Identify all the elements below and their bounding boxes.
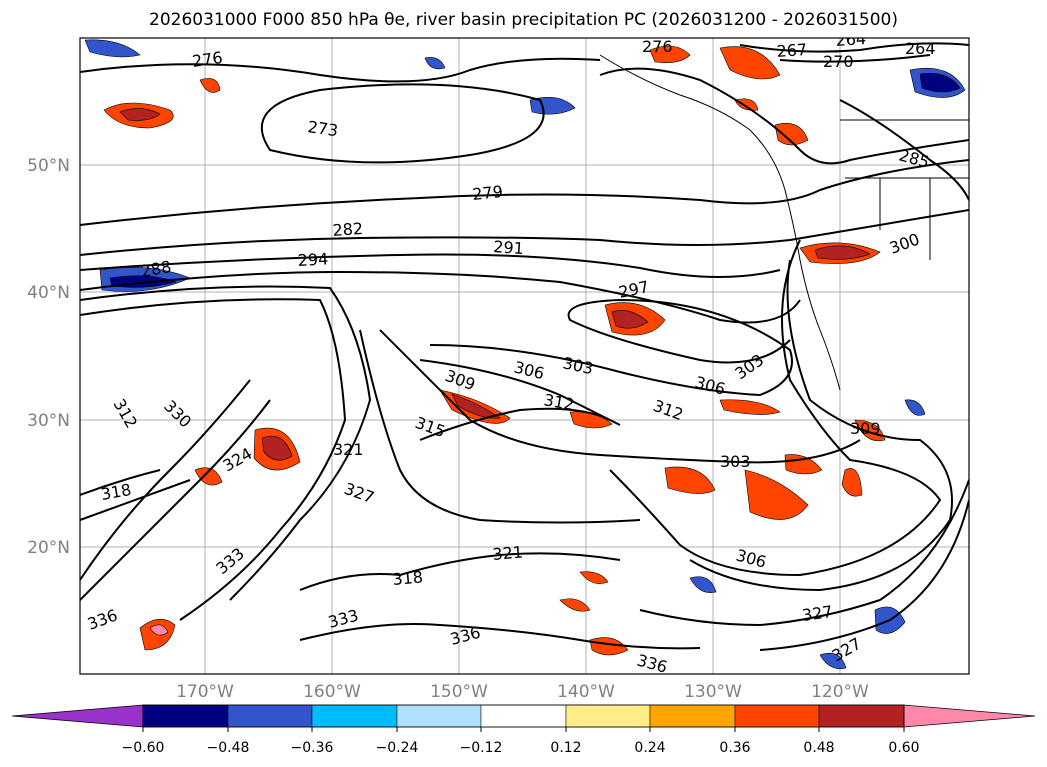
- contour-label: 264: [835, 29, 867, 50]
- contour-label: 336: [635, 651, 669, 677]
- colorbar-segment: [734, 704, 820, 728]
- lon-label: 120°W: [811, 682, 869, 702]
- colorbar-ticks: [142, 727, 905, 732]
- lon-label: 160°W: [303, 682, 361, 702]
- latitude-labels: 50°N 40°N 30°N 20°N: [27, 156, 70, 558]
- map-frame: [79, 37, 970, 675]
- lon-label: 150°W: [430, 682, 488, 702]
- colorbar-extend-max: [903, 704, 1036, 728]
- lat-label: 50°N: [27, 156, 70, 176]
- colorbar-segment: [142, 704, 229, 728]
- gridlines: [80, 38, 969, 674]
- colorbar-tick-label: 0.12: [550, 740, 581, 756]
- colorbar-segment: [565, 704, 651, 728]
- contour-label: 327: [801, 602, 834, 625]
- colorbar-tick-label: 0.48: [803, 740, 834, 756]
- map-title: 2026031000 F000 850 hPa θe, river basin …: [149, 10, 898, 30]
- coastlines: [599, 54, 969, 391]
- colorbar-tick-label: −0.12: [460, 740, 503, 756]
- lat-label: 20°N: [27, 538, 70, 558]
- contour-label: 303: [720, 452, 751, 471]
- contour-label: 267: [776, 40, 808, 61]
- contour-label: 273: [306, 117, 339, 140]
- lat-label: 40°N: [27, 283, 70, 303]
- lat-label: 30°N: [27, 411, 70, 431]
- colorbar-tick-label: −0.48: [207, 740, 250, 756]
- theta-e-contours: [80, 42, 969, 651]
- contour-label: 276: [642, 37, 673, 56]
- colorbar-frame: [142, 704, 905, 728]
- colorbar: −0.60 −0.48 −0.36 −0.24 −0.12 0.12 0.24 …: [11, 704, 1036, 756]
- contour-label: 291: [493, 237, 525, 258]
- colorbar-segment: [480, 704, 567, 728]
- contour-label: 318: [392, 567, 424, 589]
- map-panel: 276 273 279 282 288 294 291 297 300 303 …: [80, 29, 969, 677]
- contour-label: 294: [297, 249, 328, 270]
- contour-label: 276: [191, 48, 224, 71]
- contour-label: 321: [333, 440, 364, 459]
- colorbar-tick-label: −0.36: [291, 740, 334, 756]
- colorbar-tick-label: 0.36: [719, 740, 750, 756]
- contour-label: 279: [471, 182, 503, 204]
- colorbar-segment: [227, 704, 313, 728]
- contour-label: 321: [492, 542, 524, 564]
- contour-label: 309: [850, 419, 881, 438]
- longitude-labels: 170°W 160°W 150°W 140°W 130°W 120°W: [176, 682, 869, 702]
- colorbar-tick-label: −0.24: [376, 740, 419, 756]
- colorbar-tick-label: −0.60: [122, 740, 165, 756]
- contour-label: 264: [905, 39, 936, 58]
- colorbar-tick-label: 0.24: [634, 740, 665, 756]
- lon-label: 130°W: [684, 682, 742, 702]
- lon-label: 140°W: [557, 682, 615, 702]
- colorbar-extend-min: [11, 704, 144, 728]
- contour-label: 282: [332, 219, 364, 240]
- colorbar-segment: [311, 704, 398, 728]
- contour-label: 270: [823, 52, 854, 71]
- colorbar-segment: [818, 704, 905, 728]
- colorbar-segment: [396, 704, 482, 728]
- colorbar-tick-labels: −0.60 −0.48 −0.36 −0.24 −0.12 0.12 0.24 …: [122, 740, 920, 756]
- colorbar-tick-label: 0.60: [888, 740, 919, 756]
- lon-label: 170°W: [176, 682, 234, 702]
- colorbar-segment: [649, 704, 736, 728]
